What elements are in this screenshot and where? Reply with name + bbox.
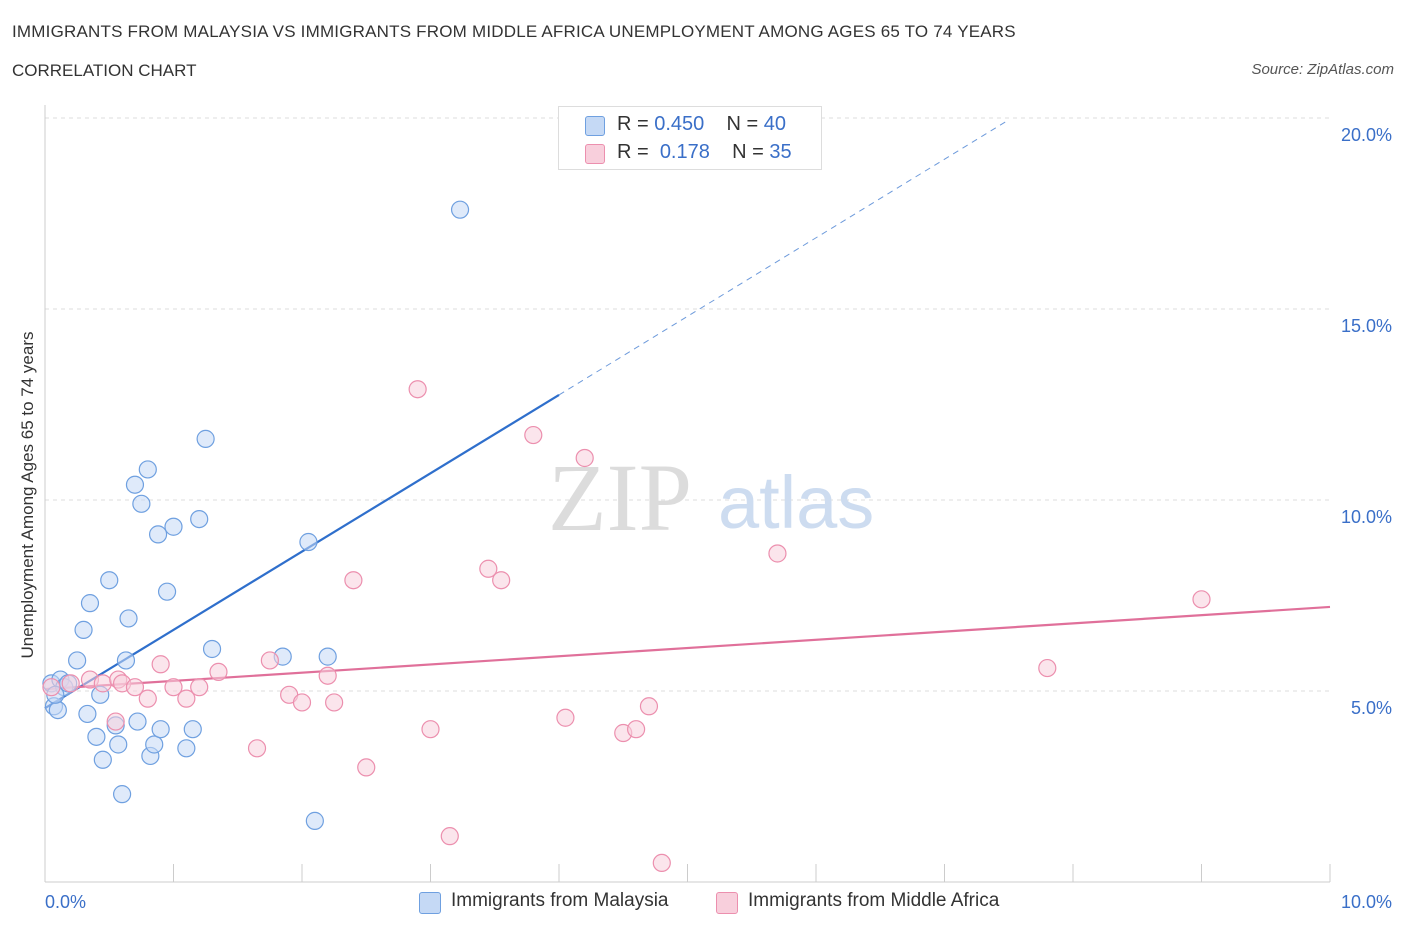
series-label-malaysia: Immigrants from Malaysia <box>451 890 669 911</box>
point-middle-africa <box>492 571 511 590</box>
source-label: Source: ZipAtlas.com <box>1251 61 1394 78</box>
legend-r-label: R = <box>617 113 649 135</box>
point-malaysia <box>145 735 164 754</box>
stats-legend: R = 0.450 N = 40 R = 0.178 N = 35 <box>558 106 822 170</box>
point-malaysia <box>190 509 209 529</box>
y-tick-label: 10.0% <box>1341 507 1392 527</box>
point-middle-africa <box>626 720 646 739</box>
series-swatch-middle-africa <box>716 892 738 914</box>
point-middle-africa <box>768 544 787 563</box>
legend-r-value: 0.178 <box>659 141 710 163</box>
point-malaysia <box>112 785 132 804</box>
point-malaysia <box>119 609 138 628</box>
point-middle-africa <box>247 739 267 758</box>
data-points <box>42 200 1211 873</box>
trend-line-middle-africa <box>44 605 1331 691</box>
trend-lines <box>44 119 1331 710</box>
point-middle-africa <box>190 678 209 697</box>
point-middle-africa <box>42 678 61 697</box>
point-middle-africa <box>357 758 376 777</box>
point-malaysia <box>87 727 106 746</box>
point-malaysia <box>125 475 145 494</box>
point-middle-africa <box>151 655 170 674</box>
point-middle-africa <box>639 697 659 716</box>
watermark-atlas: atlas <box>718 461 874 544</box>
point-middle-africa <box>61 674 80 693</box>
point-middle-africa <box>93 674 112 693</box>
point-middle-africa <box>1038 658 1057 678</box>
x-tick-label: 0.0% <box>45 892 86 912</box>
axes <box>44 105 1331 883</box>
point-middle-africa <box>421 720 440 739</box>
legend-swatch-middle-africa <box>585 144 605 164</box>
tick-labels: 5.0% 10.0% 15.0% 20.0% 0.0% 10.0% <box>45 125 1392 912</box>
point-middle-africa <box>652 853 671 873</box>
point-middle-africa <box>1192 590 1211 609</box>
point-malaysia <box>74 620 93 639</box>
watermark: ZIP atlas <box>548 444 874 551</box>
legend-n-label: N = <box>726 113 759 135</box>
y-tick-label: 5.0% <box>1351 698 1392 718</box>
point-middle-africa <box>575 448 594 468</box>
point-malaysia <box>164 517 183 536</box>
point-middle-africa <box>344 571 363 590</box>
x-tick-label: 10.0% <box>1341 892 1392 912</box>
point-malaysia <box>318 647 337 666</box>
point-middle-africa <box>440 827 459 846</box>
point-malaysia <box>116 651 136 670</box>
point-malaysia <box>299 532 318 552</box>
point-malaysia <box>183 720 202 739</box>
point-malaysia <box>128 712 147 731</box>
legend-swatch-malaysia <box>585 116 605 136</box>
y-tick-label: 15.0% <box>1341 316 1392 336</box>
point-middle-africa <box>318 666 337 685</box>
point-middle-africa <box>209 662 228 682</box>
point-middle-africa <box>408 380 427 399</box>
chart-subtitle: CORRELATION CHART <box>12 61 197 80</box>
legend-n-value: 40 <box>763 113 787 135</box>
grid-lines <box>45 117 1330 692</box>
legend-n-value: 35 <box>769 141 792 163</box>
point-malaysia <box>78 704 97 724</box>
legend-n-label: N = <box>732 141 764 163</box>
point-middle-africa <box>524 425 543 445</box>
series-swatch-malaysia <box>419 892 441 914</box>
point-middle-africa <box>177 689 196 708</box>
point-malaysia <box>80 594 100 613</box>
point-middle-africa <box>138 689 157 708</box>
point-malaysia <box>100 571 119 590</box>
chart-title: IMMIGRANTS FROM MALAYSIA VS IMMIGRANTS F… <box>12 22 1016 41</box>
point-malaysia <box>151 720 170 739</box>
y-axis-label: Unemployment Among Ages 65 to 74 years <box>18 332 37 659</box>
point-malaysia <box>157 582 177 601</box>
point-middle-africa <box>164 678 183 697</box>
point-middle-africa <box>556 708 575 727</box>
y-tick-label: 20.0% <box>1341 125 1392 145</box>
point-middle-africa <box>325 693 344 712</box>
point-malaysia <box>202 639 222 659</box>
series-label-middle-africa: Immigrants from Middle Africa <box>748 890 1000 911</box>
point-malaysia <box>196 429 215 448</box>
point-malaysia <box>48 700 67 720</box>
point-malaysia <box>93 750 112 769</box>
point-middle-africa <box>106 712 125 731</box>
legend-r-value: 0.450 <box>654 113 705 135</box>
point-malaysia <box>68 651 87 670</box>
point-middle-africa <box>292 693 312 712</box>
point-malaysia <box>450 200 470 219</box>
point-middle-africa <box>479 559 498 578</box>
watermark-zip: ZIP <box>548 444 692 551</box>
point-malaysia <box>138 460 157 479</box>
point-malaysia <box>177 739 196 758</box>
point-malaysia <box>109 735 128 754</box>
point-middle-africa <box>260 651 279 670</box>
point-malaysia <box>148 525 168 544</box>
point-malaysia <box>132 494 151 513</box>
point-middle-africa <box>125 678 145 697</box>
legend-r-label: R = <box>617 141 649 163</box>
point-malaysia <box>305 811 324 830</box>
